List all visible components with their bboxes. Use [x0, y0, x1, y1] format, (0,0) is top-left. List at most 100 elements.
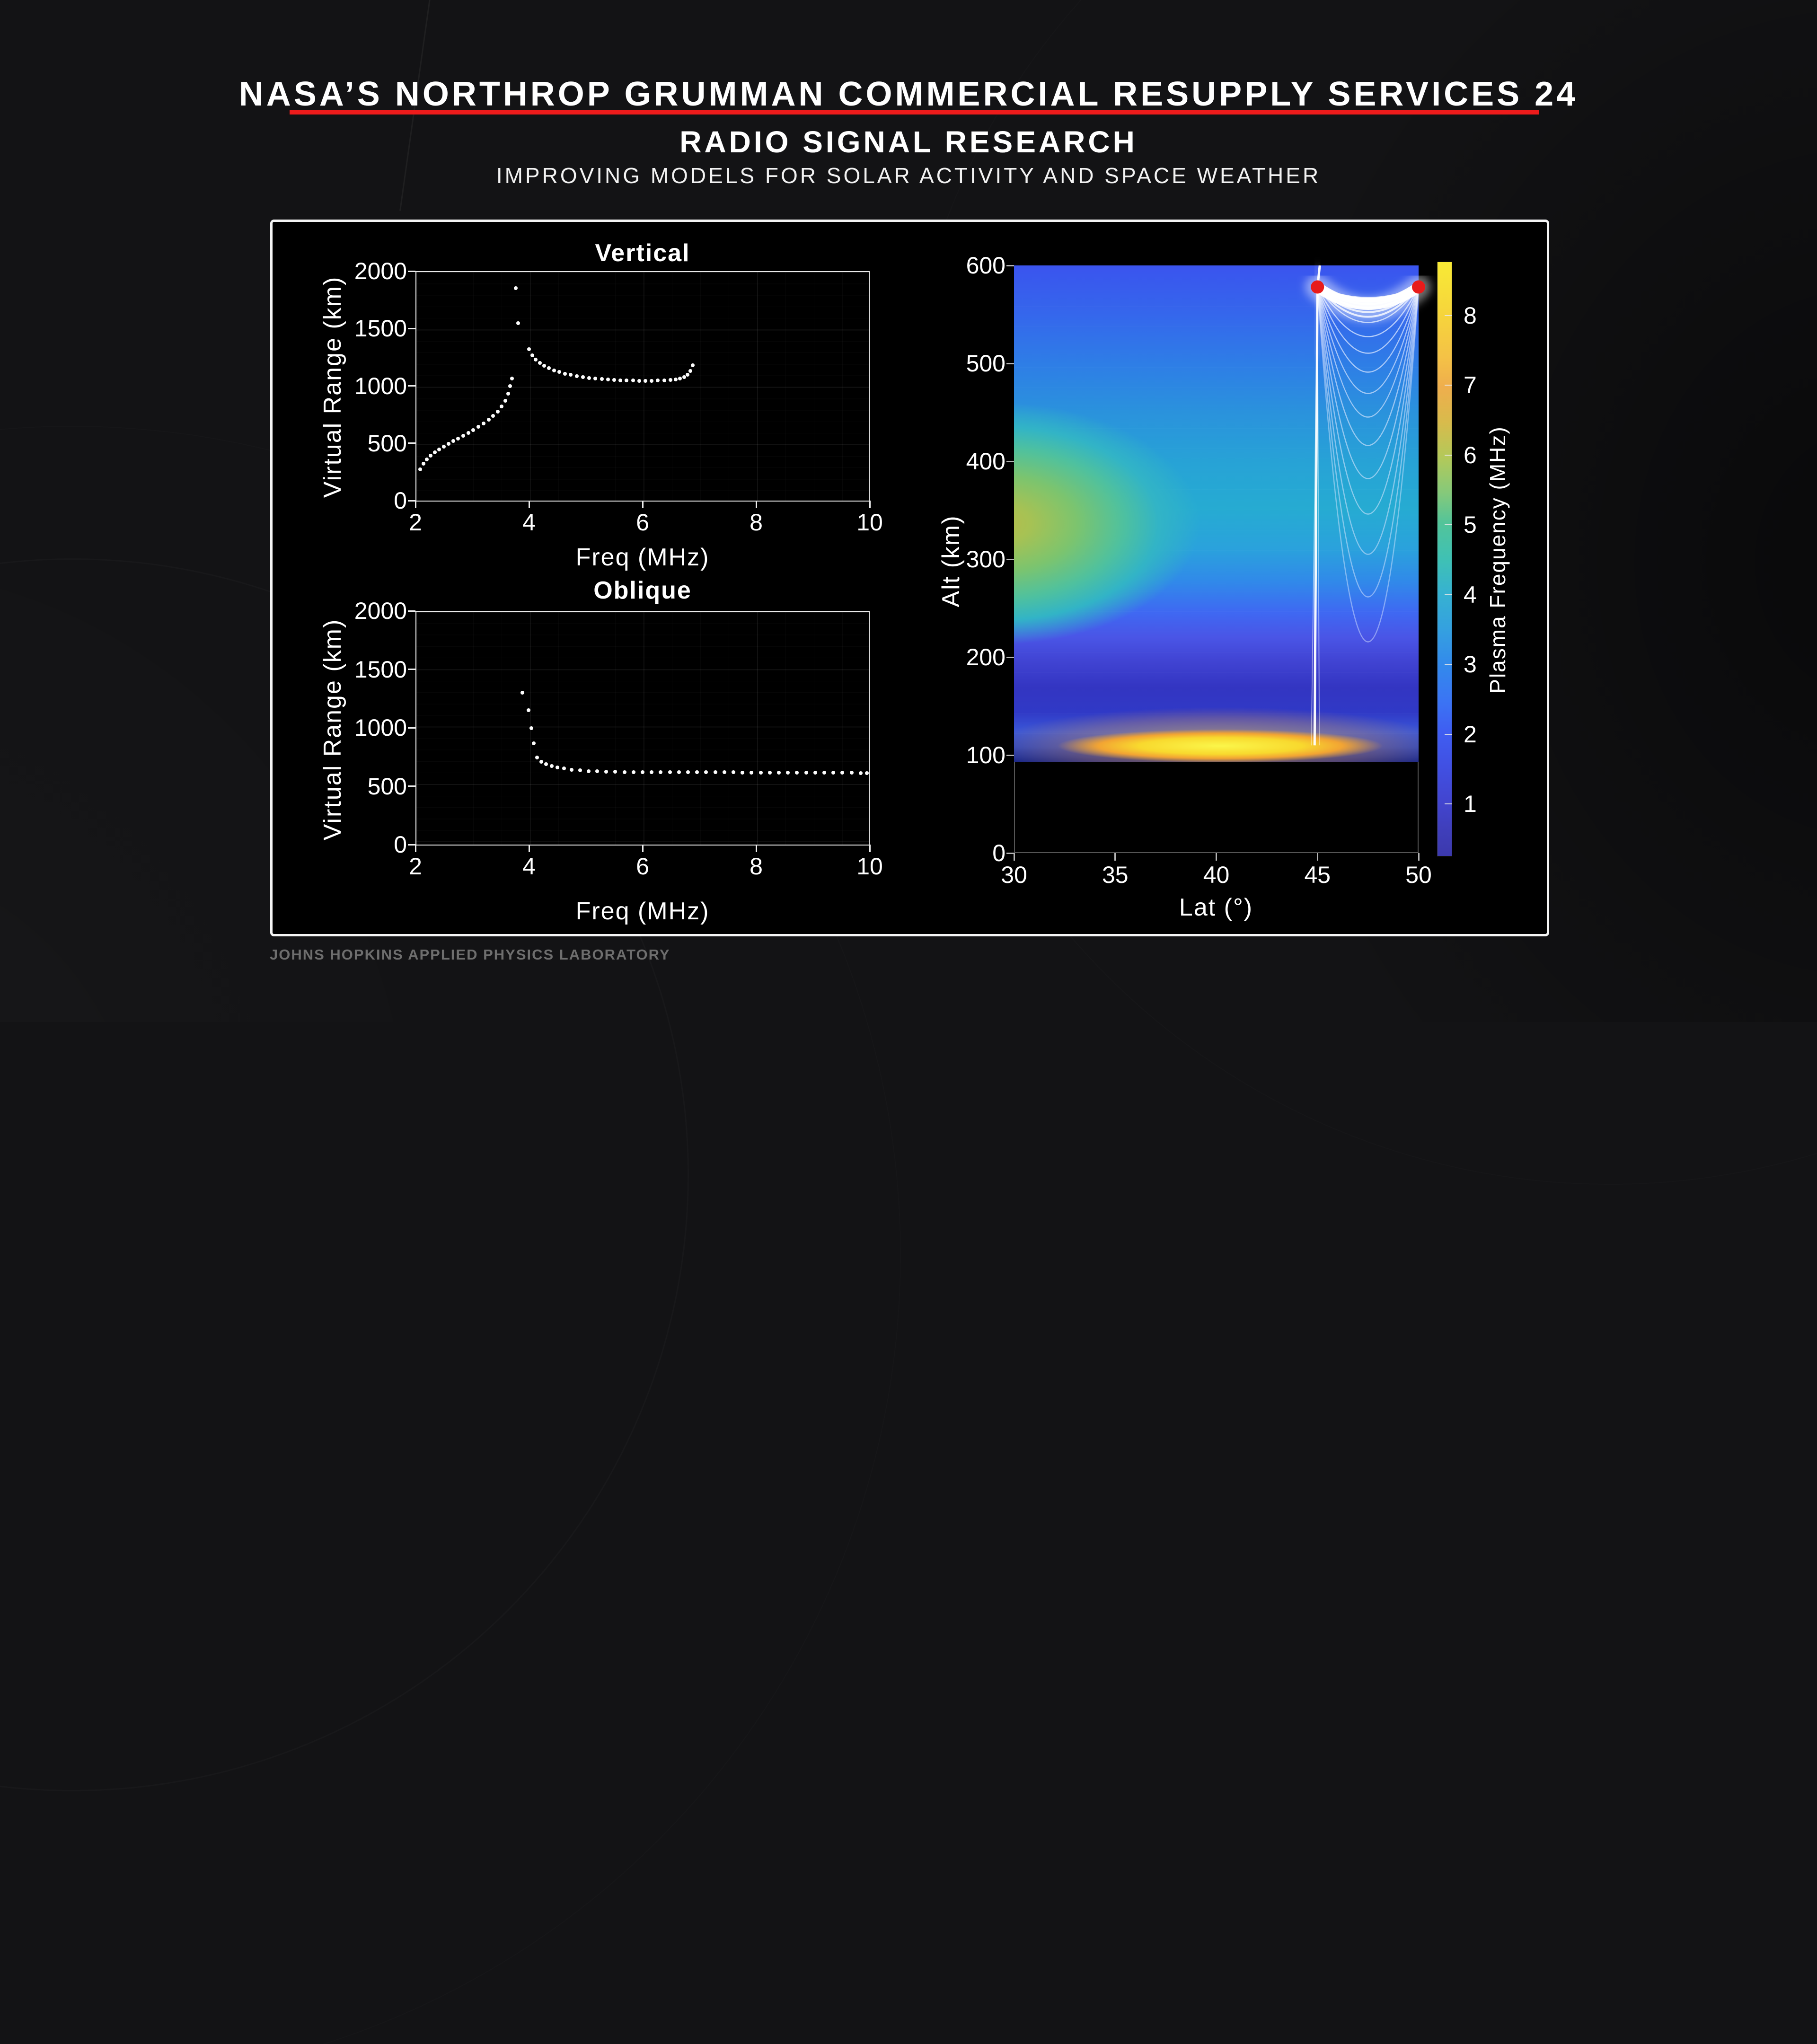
oblique-ionogram-plot [415, 611, 870, 846]
scatter-dot [568, 373, 573, 377]
x-tick-mark [755, 501, 757, 508]
colorbar-tick-mark [1445, 803, 1452, 804]
scatter-dot [421, 462, 425, 466]
x-tick-mark [755, 845, 757, 852]
scatter-dot [673, 377, 678, 381]
scatter-dot [604, 769, 609, 774]
scatter-dot [451, 439, 456, 443]
y-tick-mark [408, 785, 415, 787]
scatter-dot [606, 378, 610, 382]
y-tick-mark [408, 327, 415, 329]
ray-path [1317, 287, 1320, 746]
scatter-dot [668, 378, 672, 382]
y-tick-label: 600 [966, 252, 1006, 279]
scatter-dot [500, 405, 504, 409]
x-tick-label: 45 [1304, 862, 1331, 888]
scatter-dot [659, 770, 663, 774]
scatter-dot [526, 708, 530, 713]
scatter-dot [429, 453, 433, 458]
scatter-dot [677, 770, 681, 775]
scatter-dot [446, 442, 450, 446]
scatter-dot [461, 433, 465, 438]
y-tick-label: 2000 [354, 598, 407, 624]
scatter-dot [578, 768, 582, 773]
scatter-dot [813, 771, 817, 775]
colorbar-tick-label: 8 [1464, 302, 1477, 329]
y-tick-mark [1006, 264, 1014, 266]
x-tick-label: 2 [409, 853, 422, 880]
scatter-dot [795, 770, 799, 775]
scatter-dot [418, 467, 422, 472]
x-tick-label: 8 [750, 853, 763, 880]
scatter-dot [552, 368, 556, 372]
scatter-dot [741, 770, 745, 775]
ray-path [1317, 287, 1420, 373]
page-title: RADIO SIGNAL RESEARCH [679, 125, 1138, 159]
scatter-dot [600, 377, 604, 381]
scatter-dot [556, 765, 559, 769]
scatter-dot [625, 379, 629, 383]
colorbar-tick-mark [1445, 454, 1452, 456]
y-tick-mark [1006, 362, 1014, 364]
x-tick-mark [415, 845, 416, 852]
x-tick-mark [1013, 853, 1015, 861]
scatter-dot [750, 770, 754, 775]
heatmap-x-axis-label: Lat (°) [1179, 894, 1253, 921]
scatter-dot [759, 770, 763, 775]
scatter-dot [650, 770, 654, 774]
scatter-dot [618, 378, 623, 382]
scatter-dot [690, 363, 695, 367]
scatter-dot [544, 762, 548, 766]
red-underline [290, 110, 1539, 115]
scatter-dot [804, 771, 808, 775]
credit-text: JOHNS HOPKINS APPLIED PHYSICS LABORATORY [270, 946, 670, 963]
colorbar-tick-mark [1445, 524, 1452, 526]
scatter-dot [496, 409, 500, 414]
scatter-dot [849, 771, 854, 775]
x-tick-label: 6 [636, 853, 649, 880]
y-tick-mark [408, 844, 415, 846]
y-tick-mark [1006, 852, 1014, 854]
ray-path [1317, 287, 1420, 446]
scatter-dot [662, 378, 666, 382]
scatter-dot [858, 771, 863, 775]
raytrace-overlay [1305, 265, 1431, 746]
y-tick-mark [1006, 656, 1014, 658]
scatter-dot [486, 418, 491, 422]
ray-path [1316, 285, 1420, 303]
x-tick-mark [1114, 853, 1116, 861]
scatter-dot [686, 770, 690, 775]
scatter-dot [595, 769, 599, 774]
y-tick-label: 200 [966, 644, 1006, 670]
scatter-dot [695, 770, 699, 775]
colorbar [1437, 262, 1452, 856]
scatter-dot [432, 450, 437, 455]
scatter-dot [542, 363, 547, 368]
y-tick-mark [408, 270, 415, 272]
scatter-dot [516, 321, 520, 326]
y-tick-mark [408, 727, 415, 729]
vertical-ionogram-plot [415, 271, 870, 502]
y-tick-mark [408, 500, 415, 502]
y-tick-mark [408, 385, 415, 387]
scatter-dot [865, 771, 869, 775]
y-tick-label: 0 [992, 840, 1006, 866]
ray-path [1317, 287, 1420, 394]
y-tick-mark [408, 442, 415, 444]
scatter-dot [593, 376, 598, 380]
y-tick-label: 0 [394, 487, 407, 514]
scatter-dot [668, 770, 672, 775]
scatter-dot [491, 414, 495, 418]
colorbar-tick-mark [1445, 385, 1452, 386]
scatter-dot [574, 374, 579, 378]
colorbar-tick-label: 4 [1464, 581, 1477, 608]
vertical-x-axis-label: Freq (MHz) [575, 544, 710, 571]
scatter-dot [547, 366, 551, 370]
scatter-dot [688, 369, 692, 373]
scatter-dot [722, 770, 726, 775]
x-tick-label: 35 [1102, 862, 1129, 888]
scatter-dot [425, 457, 429, 461]
scatter-dot [563, 371, 567, 376]
x-tick-mark [642, 845, 644, 852]
y-tick-label: 100 [966, 742, 1006, 768]
